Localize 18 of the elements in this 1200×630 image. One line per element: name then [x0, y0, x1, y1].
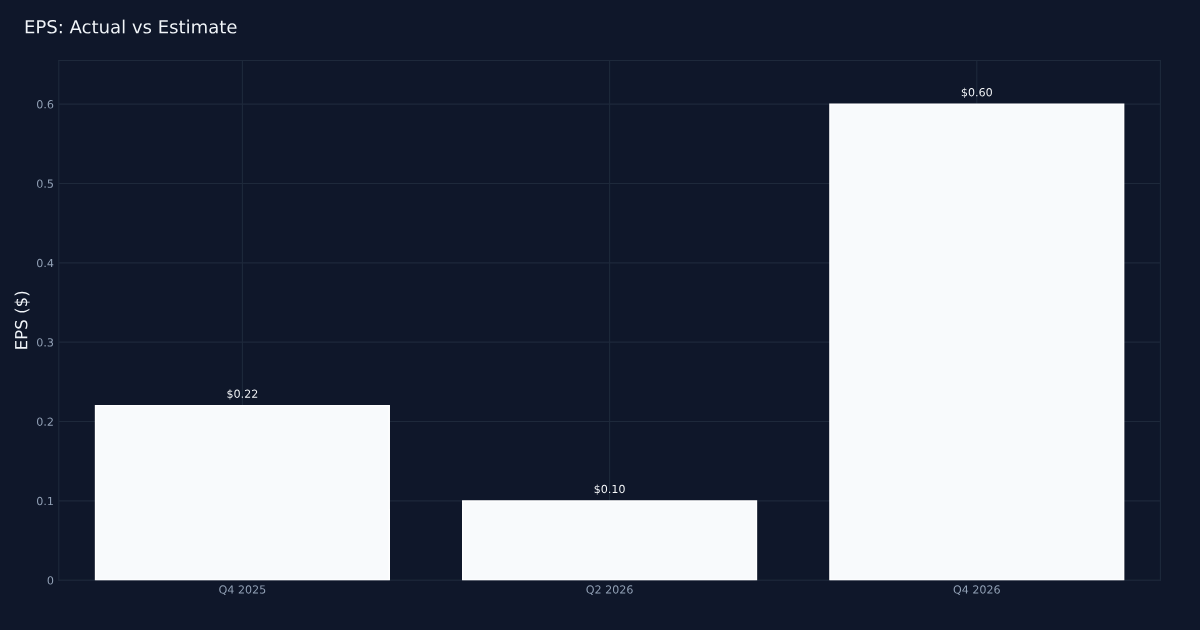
bar: [462, 500, 758, 581]
data-label: $0.22: [227, 389, 258, 400]
y-tick-label: 0.5: [37, 179, 53, 188]
y-tick-label: 0.6: [37, 100, 54, 109]
y-tick-label: 0.2: [37, 417, 53, 426]
data-label: $0.60: [961, 87, 992, 98]
chart-title: EPS: Actual vs Estimate: [25, 19, 237, 34]
bar: [829, 103, 1125, 581]
bar: [94, 404, 390, 581]
x-tick-label: Q4 2026: [953, 585, 1000, 595]
x-tick-label: Q2 2026: [586, 585, 633, 595]
y-axis-title: EPS ($): [14, 291, 30, 349]
y-tick-label: 0.3: [37, 338, 54, 347]
data-label: $0.10: [594, 484, 625, 495]
y-tick-label: 0.4: [37, 258, 54, 268]
y-tick-label: 0.1: [37, 496, 53, 506]
y-tick-label: 0: [47, 576, 54, 585]
x-tick-label: Q4 2025: [219, 585, 266, 595]
